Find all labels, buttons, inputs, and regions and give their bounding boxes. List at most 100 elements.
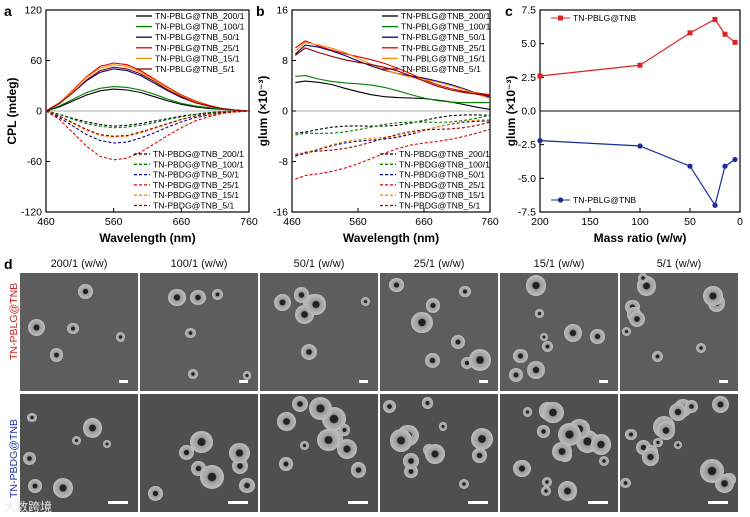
legend-label: TN-PBLG@TNB_200/1 <box>155 11 245 21</box>
sem-image <box>500 273 618 391</box>
data-point <box>712 16 718 22</box>
y-tick-label: 2.5 <box>521 72 536 84</box>
particle-shape <box>540 485 551 497</box>
particle-shape <box>67 322 79 335</box>
particle-shape <box>472 448 488 463</box>
data-point <box>537 73 543 79</box>
panel-letter-b: b <box>256 3 265 19</box>
particle-shape <box>438 422 448 431</box>
particle-shape <box>82 418 103 438</box>
particle-shape <box>389 277 404 292</box>
particle-shape <box>425 352 441 368</box>
particle-shape <box>512 348 528 364</box>
scale-bar <box>359 380 368 383</box>
y-axis-label-a: CPL (mdeg) <box>5 77 19 144</box>
sem-image <box>620 394 738 512</box>
particle-shape <box>242 371 252 380</box>
sem-column-label: 15/1 (w/w) <box>533 258 585 270</box>
series-line-b <box>295 80 491 110</box>
sem-image <box>260 273 378 391</box>
particle-shape <box>147 486 163 502</box>
data-point <box>722 163 728 169</box>
series-line-b <box>295 121 491 157</box>
data-point <box>687 30 693 36</box>
particle-shape <box>622 327 632 337</box>
data-point <box>637 62 643 68</box>
legend-label: TN-PBLG@TNB <box>573 195 636 205</box>
particle-shape <box>657 421 676 440</box>
particle-shape <box>291 396 309 413</box>
particle-shape <box>684 400 698 414</box>
particle-shape <box>199 465 224 490</box>
y-tick-label: -7.5 <box>518 207 536 219</box>
sem-column-label: 50/1 (w/w) <box>293 258 345 270</box>
particle-shape <box>702 286 723 306</box>
chart-area: a 460 560 660 760 -120 -60 0 60 120 Wavelength (nm… <box>4 3 743 245</box>
particle-shape <box>637 273 648 283</box>
series-line-b <box>295 75 491 104</box>
data-point <box>732 39 738 45</box>
sem-image <box>620 273 738 391</box>
legend-label: TN-PBLG@TNB_5/1 <box>155 64 235 74</box>
particle-shape <box>424 443 445 464</box>
particle-shape <box>49 348 64 362</box>
legend-label: TN-PBLG@TNB_15/1 <box>155 53 240 63</box>
particle-shape <box>336 439 357 460</box>
particle-shape <box>350 462 366 478</box>
legend-label: TN-PBLG@TNB_50/1 <box>401 32 486 42</box>
sem-image <box>380 273 498 391</box>
particle-shape <box>338 424 351 436</box>
particle-shape <box>458 479 469 490</box>
y-tick-label: 120 <box>24 5 42 17</box>
data-point <box>712 202 718 208</box>
sem-image <box>140 273 258 391</box>
particle-shape <box>305 294 327 315</box>
particle-shape <box>696 342 707 353</box>
particle-shape <box>411 311 433 334</box>
particle-shape <box>590 329 605 344</box>
x-tick-label: 200 <box>531 216 549 228</box>
x-tick-label: 760 <box>240 216 258 228</box>
particle-shape <box>598 455 610 467</box>
row-label-pbdg: TN-PBDG@TNB <box>8 419 20 498</box>
y-tick-label: -16 <box>273 207 288 219</box>
scale-bar <box>108 501 128 504</box>
y-tick-label: -60 <box>27 156 42 168</box>
y-tick-label: -8 <box>279 156 288 168</box>
scale-bar <box>228 501 248 504</box>
legend-label: TN-PBDG@TNB_50/1 <box>153 170 239 180</box>
particle-shape <box>628 310 646 328</box>
data-point <box>722 31 728 37</box>
x-tick-label: 150 <box>581 216 599 228</box>
legend-label: TN-PBLG@TNB_15/1 <box>401 53 486 63</box>
sem-column-label: 5/1 (w/w) <box>656 258 702 270</box>
particle-shape <box>535 309 544 318</box>
particle-shape <box>273 293 291 311</box>
particle-shape <box>211 288 223 300</box>
legend-label: TN-PBDG@TNB_100/1 <box>399 159 490 169</box>
sem-image <box>260 394 378 512</box>
legend-label: TN-PBLG@TNB_100/1 <box>401 22 491 32</box>
particle-shape <box>300 441 310 451</box>
particle-shape <box>459 286 471 298</box>
scale-bar <box>708 501 728 504</box>
particle-shape <box>513 459 531 478</box>
particle-shape <box>526 360 545 379</box>
particle-shape <box>673 440 682 449</box>
particle-shape <box>103 439 112 449</box>
scale-bar <box>239 380 248 383</box>
particle-shape <box>509 367 524 383</box>
particle-shape <box>382 399 397 414</box>
legend-label: TN-PBDG@TNB_50/1 <box>399 170 485 180</box>
particle-shape <box>542 401 565 424</box>
series-line-a <box>45 110 250 161</box>
sem-image <box>140 394 258 512</box>
particle-shape <box>185 327 196 339</box>
x-tick-label: 760 <box>481 216 499 228</box>
scale-bar <box>468 501 488 504</box>
x-tick-label: 560 <box>349 216 367 228</box>
sem-column-label: 200/1 (w/w) <box>50 258 108 270</box>
x-tick-label: 50 <box>684 216 696 228</box>
particle-shape <box>653 437 663 447</box>
